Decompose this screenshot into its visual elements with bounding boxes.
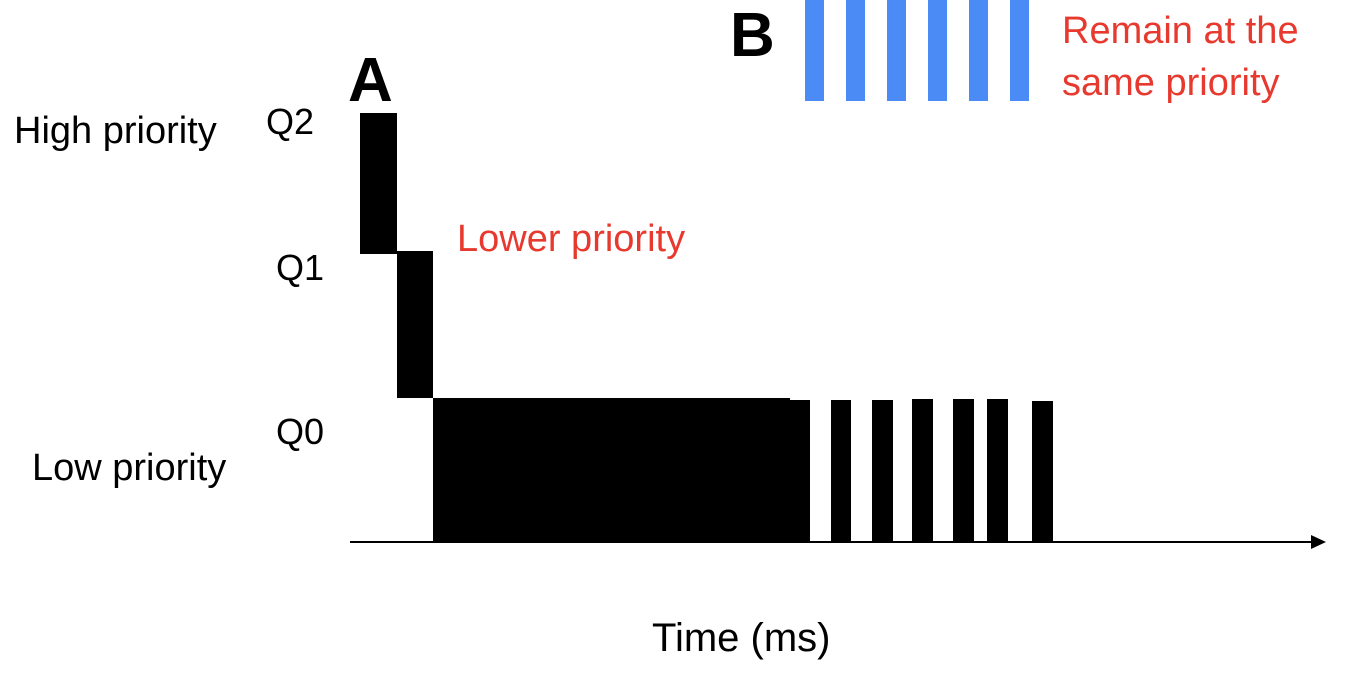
job-b-burst-3 <box>887 0 906 101</box>
queue-q2-label: Q2 <box>266 101 315 142</box>
time-axis-arrowhead <box>1311 535 1326 549</box>
job-a-q0-burst-7 <box>1032 401 1053 542</box>
job-b-timeline <box>805 0 1029 101</box>
job-a-q1-slice <box>397 251 433 398</box>
remain-priority-note-line1: Remain at the <box>1062 10 1299 52</box>
job-a-q0-burst-3 <box>872 400 893 542</box>
job-b-burst-5 <box>969 0 988 101</box>
job-b-label: B <box>730 1 775 70</box>
job-a-q0-burst-1 <box>790 400 810 542</box>
job-a-q0-burst-4 <box>912 399 933 542</box>
x-axis-label: Time (ms) <box>652 616 831 660</box>
job-a-q0-burst-6 <box>987 399 1008 542</box>
high-priority-label: High priority <box>14 110 217 152</box>
queue-q1-label: Q1 <box>276 247 325 288</box>
job-a-q2-slice <box>360 113 397 254</box>
job-a-label: A <box>348 46 393 115</box>
low-priority-label: Low priority <box>32 447 227 489</box>
job-b-burst-6 <box>1010 0 1029 101</box>
job-b-burst-1 <box>805 0 824 101</box>
job-b-burst-4 <box>928 0 947 101</box>
queue-q0-label: Q0 <box>276 411 325 452</box>
job-b-burst-2 <box>846 0 865 101</box>
remain-priority-note-line2: same priority <box>1062 62 1280 104</box>
job-a-q0-burst-5 <box>953 399 974 542</box>
job-a-q0-long-run <box>433 398 790 542</box>
lower-priority-note: Lower priority <box>457 218 686 260</box>
job-a-q0-burst-2 <box>831 400 851 542</box>
time-axis <box>350 535 1326 549</box>
job-a-timeline <box>360 113 1053 542</box>
